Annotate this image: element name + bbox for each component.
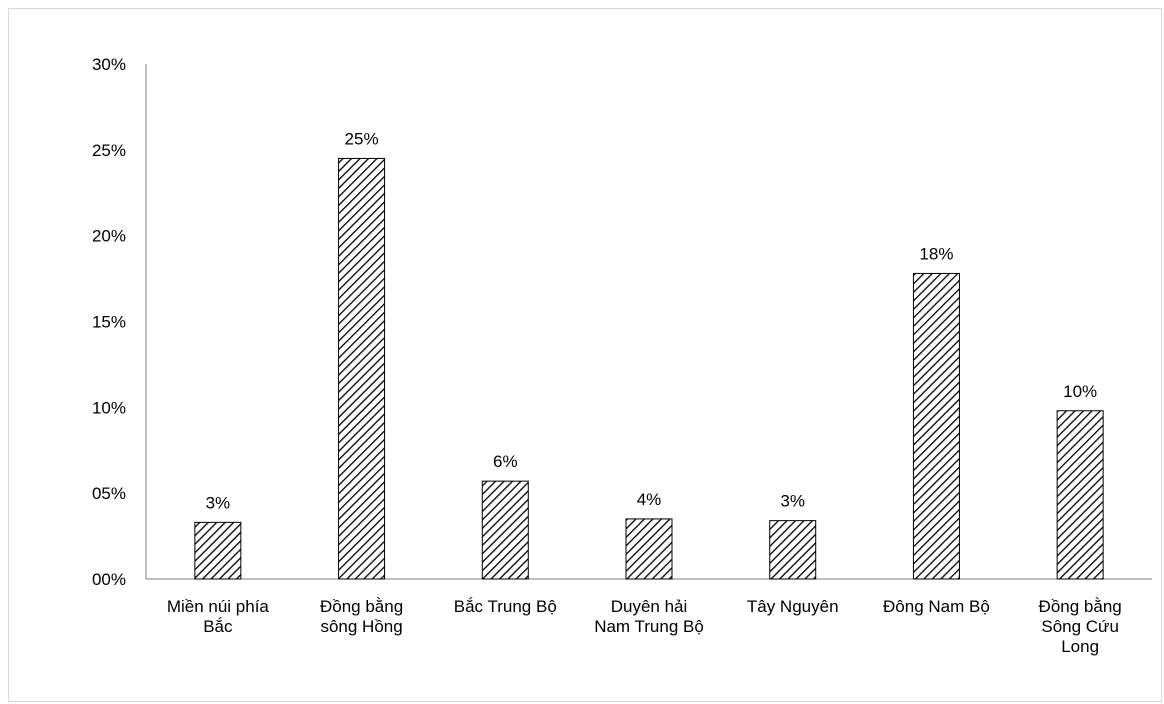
y-tick-label: 25% — [92, 141, 126, 160]
bar — [912, 272, 960, 580]
bars — [194, 157, 1104, 580]
data-label: 4% — [637, 490, 662, 509]
data-label: 25% — [345, 129, 379, 148]
data-label: 18% — [919, 244, 953, 263]
bar — [625, 518, 673, 580]
category-label: Tây Nguyên — [747, 597, 839, 616]
category-label: Duyên hải Nam Trung Bộ — [594, 597, 704, 636]
data-label: 6% — [493, 452, 518, 471]
category-label: Miền núi phía Bắc — [167, 597, 270, 636]
bar — [338, 157, 386, 580]
category-label: Bắc Trung Bộ — [454, 597, 557, 616]
y-tick-label: 10% — [92, 398, 126, 417]
category-labels: Miền núi phía Bắc Đồng bằng sông Hồng Bắc Tr… — [167, 597, 1122, 656]
category-label: Đông Nam Bộ — [883, 597, 990, 616]
y-tick-label: 20% — [92, 227, 126, 246]
bar — [481, 480, 529, 580]
y-axis: 00% 05% 10% 15% 20% 25% 30% — [92, 55, 147, 589]
bar — [769, 520, 817, 580]
data-labels: 3% 25% 6% 4% 3% 18% 10% — [206, 129, 1098, 512]
y-tick-label: 15% — [92, 313, 126, 332]
chart-frame — [8, 8, 1162, 702]
bar — [194, 521, 242, 580]
y-tick-label: 00% — [92, 570, 126, 589]
data-label: 10% — [1063, 382, 1097, 401]
data-label: 3% — [780, 492, 805, 511]
category-label: Đồng bằng sông Hồng — [320, 597, 403, 636]
category-label: Đồng bằng Sông Cứu Long — [1039, 597, 1122, 656]
y-tick-label: 30% — [92, 55, 126, 74]
y-tick-label: 05% — [92, 484, 126, 503]
bar — [1056, 410, 1104, 580]
data-label: 3% — [206, 493, 231, 512]
